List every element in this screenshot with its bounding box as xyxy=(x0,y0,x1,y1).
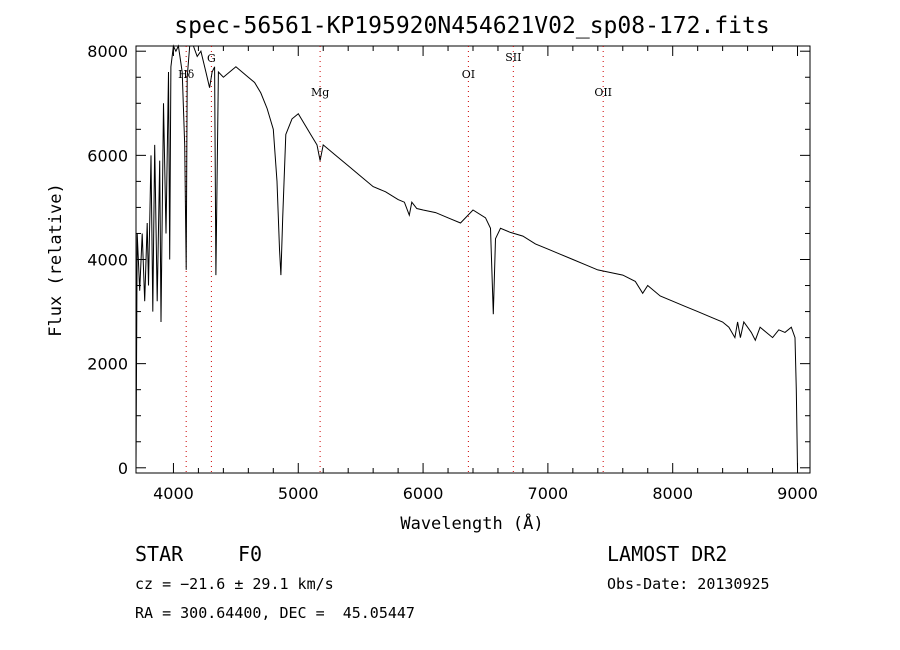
spectral-line-label: Mg xyxy=(311,86,329,99)
y-tick-label: 8000 xyxy=(87,42,128,61)
spectral-line-label: Hδ xyxy=(178,68,195,81)
x-tick-label: 9000 xyxy=(777,484,818,503)
y-tick-label: 2000 xyxy=(87,355,128,374)
plot-frame xyxy=(135,45,811,474)
spectral-line-label: SII xyxy=(505,51,521,64)
x-tick-label: 4000 xyxy=(153,484,194,503)
chart-title: spec-56561-KP195920N454621V02_sp08-172.f… xyxy=(174,13,769,39)
spectral-line-markers: Hδ G Mg OI SII OII xyxy=(178,46,612,473)
object-type: STAR xyxy=(135,542,184,566)
spectrum-chart: spec-56561-KP195920N454621V02_sp08-172.f… xyxy=(46,13,818,534)
spectrum-series-line xyxy=(135,44,798,468)
object-subclass: F0 xyxy=(238,542,263,566)
axis-ticks: 4000 5000 6000 7000 8000 9000 0 2000 4000 6000 800… xyxy=(87,42,818,503)
x-tick-label: 7000 xyxy=(528,484,569,503)
x-tick-label: 5000 xyxy=(278,484,319,503)
obs-date-text: Obs-Date: 20130925 xyxy=(607,575,770,593)
x-axis-label: Wavelength (Å) xyxy=(400,512,543,534)
x-tick-label: 6000 xyxy=(403,484,444,503)
y-tick-label: 0 xyxy=(118,459,128,478)
survey-label: LAMOST DR2 xyxy=(607,542,728,566)
spectral-line-label: OII xyxy=(594,86,612,99)
spectral-line-label: OI xyxy=(462,68,475,81)
y-axis-label: Flux (relative) xyxy=(46,183,66,337)
y-tick-label: 6000 xyxy=(87,146,128,165)
ra-dec-text: RA = 300.64400, DEC = 45.05447 xyxy=(135,604,415,622)
spectral-line-label: G xyxy=(207,52,216,65)
x-tick-label: 8000 xyxy=(652,484,693,503)
y-tick-label: 4000 xyxy=(87,251,128,270)
redshift-text: cz = −21.6 ± 29.1 km/s xyxy=(135,575,334,593)
